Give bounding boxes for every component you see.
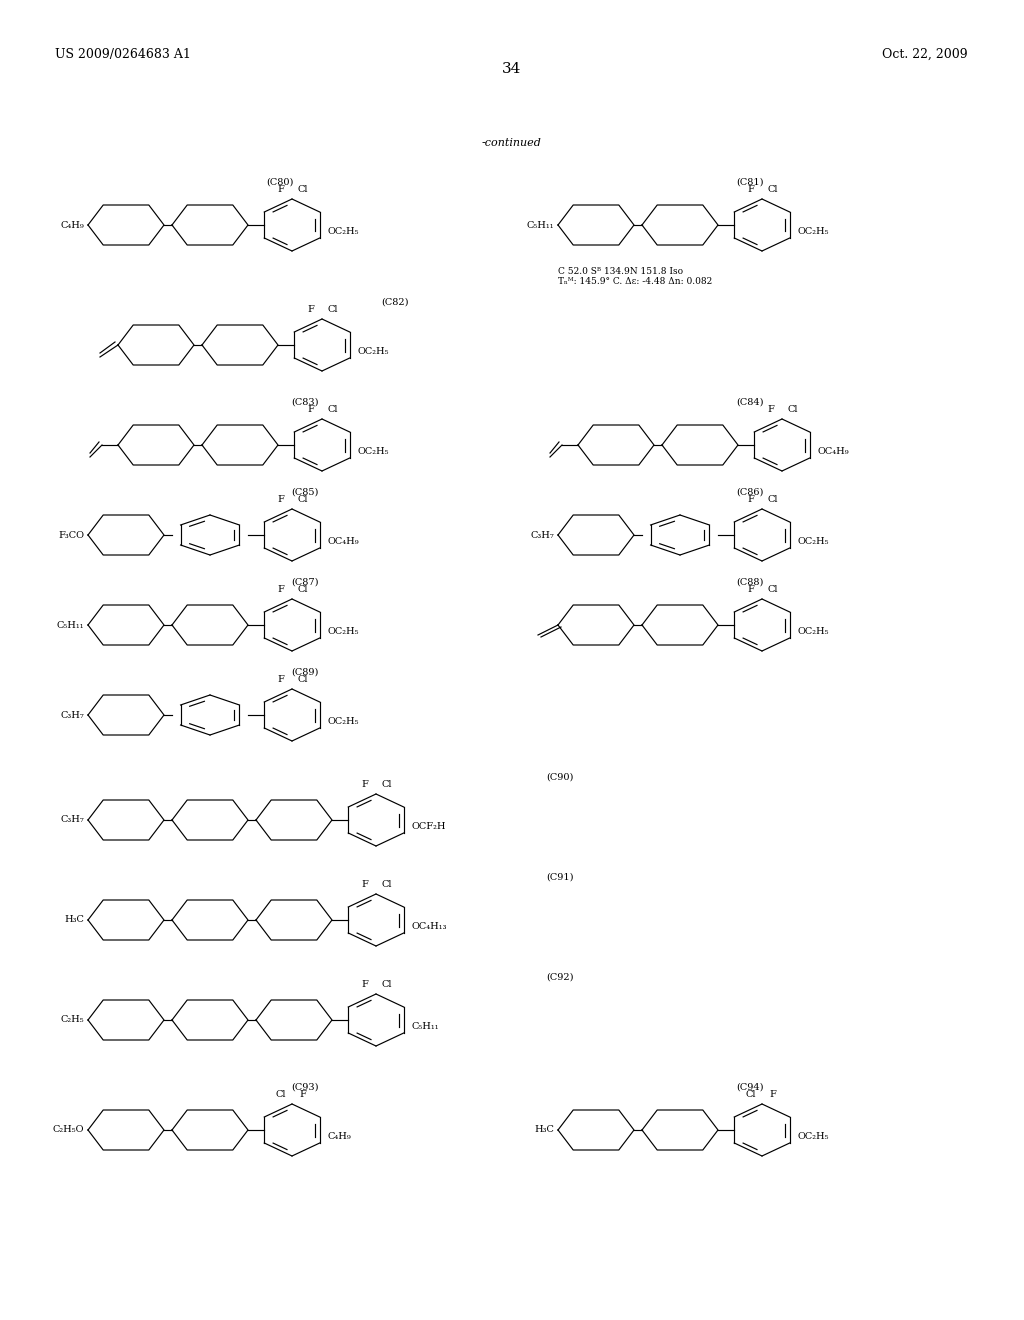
Text: (C89): (C89) xyxy=(291,668,318,677)
Text: F: F xyxy=(767,405,774,414)
Text: OCF₂H: OCF₂H xyxy=(412,822,446,832)
Text: C₄H₉: C₄H₉ xyxy=(328,1133,352,1140)
Text: Cl: Cl xyxy=(275,1090,286,1100)
Text: F: F xyxy=(300,1090,306,1100)
Text: 34: 34 xyxy=(503,62,521,77)
Text: C₂H₅O: C₂H₅O xyxy=(52,1126,84,1134)
Text: (C84): (C84) xyxy=(736,399,764,407)
Text: C₃H₇: C₃H₇ xyxy=(60,816,84,825)
Text: Cl: Cl xyxy=(298,585,308,594)
Text: F: F xyxy=(307,305,314,314)
Text: OC₂H₅: OC₂H₅ xyxy=(328,627,359,636)
Text: (C92): (C92) xyxy=(546,973,573,982)
Text: F: F xyxy=(361,979,369,989)
Text: Oct. 22, 2009: Oct. 22, 2009 xyxy=(883,48,968,61)
Text: (C91): (C91) xyxy=(546,873,573,882)
Text: (C81): (C81) xyxy=(736,178,764,187)
Text: C₄H₉: C₄H₉ xyxy=(60,220,84,230)
Text: C₅H₁₁: C₅H₁₁ xyxy=(56,620,84,630)
Text: (C87): (C87) xyxy=(291,578,318,587)
Text: (C82): (C82) xyxy=(381,298,409,308)
Text: F: F xyxy=(278,675,285,684)
Text: Cl: Cl xyxy=(768,585,778,594)
Text: Cl: Cl xyxy=(382,979,392,989)
Text: (C90): (C90) xyxy=(547,774,573,781)
Text: Cl: Cl xyxy=(768,495,778,504)
Text: Cl: Cl xyxy=(768,185,778,194)
Text: Cl: Cl xyxy=(298,185,308,194)
Text: F: F xyxy=(748,185,755,194)
Text: C₅H₁₁: C₅H₁₁ xyxy=(412,1022,439,1031)
Text: Cl: Cl xyxy=(298,675,308,684)
Text: Cl: Cl xyxy=(745,1090,756,1100)
Text: C₃H₇: C₃H₇ xyxy=(530,531,554,540)
Text: OC₂H₅: OC₂H₅ xyxy=(328,227,359,236)
Text: OC₂H₅: OC₂H₅ xyxy=(358,347,389,356)
Text: C₂H₅: C₂H₅ xyxy=(60,1015,84,1024)
Text: Cl: Cl xyxy=(298,495,308,504)
Text: Cl: Cl xyxy=(382,780,392,789)
Text: US 2009/0264683 A1: US 2009/0264683 A1 xyxy=(55,48,190,61)
Text: C₃H₇: C₃H₇ xyxy=(60,710,84,719)
Text: (C80): (C80) xyxy=(266,178,294,187)
Text: OC₄H₁₃: OC₄H₁₃ xyxy=(412,921,447,931)
Text: Cl: Cl xyxy=(328,405,339,414)
Text: OC₂H₅: OC₂H₅ xyxy=(798,227,829,236)
Text: (C85): (C85) xyxy=(291,488,318,498)
Text: OC₂H₅: OC₂H₅ xyxy=(798,537,829,546)
Text: OC₂H₅: OC₂H₅ xyxy=(798,627,829,636)
Text: H₃C: H₃C xyxy=(65,916,84,924)
Text: Cl: Cl xyxy=(382,880,392,888)
Text: F: F xyxy=(278,585,285,594)
Text: (C93): (C93) xyxy=(291,1082,318,1092)
Text: F: F xyxy=(748,495,755,504)
Text: F₃CO: F₃CO xyxy=(58,531,84,540)
Text: F: F xyxy=(307,405,314,414)
Text: Cl: Cl xyxy=(328,305,339,314)
Text: F: F xyxy=(770,1090,776,1100)
Text: OC₂H₅: OC₂H₅ xyxy=(358,447,389,455)
Text: Cl: Cl xyxy=(787,405,799,414)
Text: (C83): (C83) xyxy=(291,399,318,407)
Text: OC₂H₅: OC₂H₅ xyxy=(798,1133,829,1140)
Text: F: F xyxy=(278,495,285,504)
Text: H₃C: H₃C xyxy=(535,1126,554,1134)
Text: F: F xyxy=(278,185,285,194)
Text: C 52.0 Sᴮ 134.9N 151.8 Iso
Tₙᴹ: 145.9° C. Δε: -4.48 Δn: 0.082: C 52.0 Sᴮ 134.9N 151.8 Iso Tₙᴹ: 145.9° C… xyxy=(558,267,713,286)
Text: F: F xyxy=(748,585,755,594)
Text: (C88): (C88) xyxy=(736,578,764,587)
Text: C₅H₁₁: C₅H₁₁ xyxy=(526,220,554,230)
Text: (C86): (C86) xyxy=(736,488,764,498)
Text: OC₂H₅: OC₂H₅ xyxy=(328,717,359,726)
Text: -continued: -continued xyxy=(482,139,542,148)
Text: OC₄H₉: OC₄H₉ xyxy=(818,447,850,455)
Text: F: F xyxy=(361,780,369,789)
Text: (C94): (C94) xyxy=(736,1082,764,1092)
Text: OC₄H₉: OC₄H₉ xyxy=(328,537,359,546)
Text: F: F xyxy=(361,880,369,888)
